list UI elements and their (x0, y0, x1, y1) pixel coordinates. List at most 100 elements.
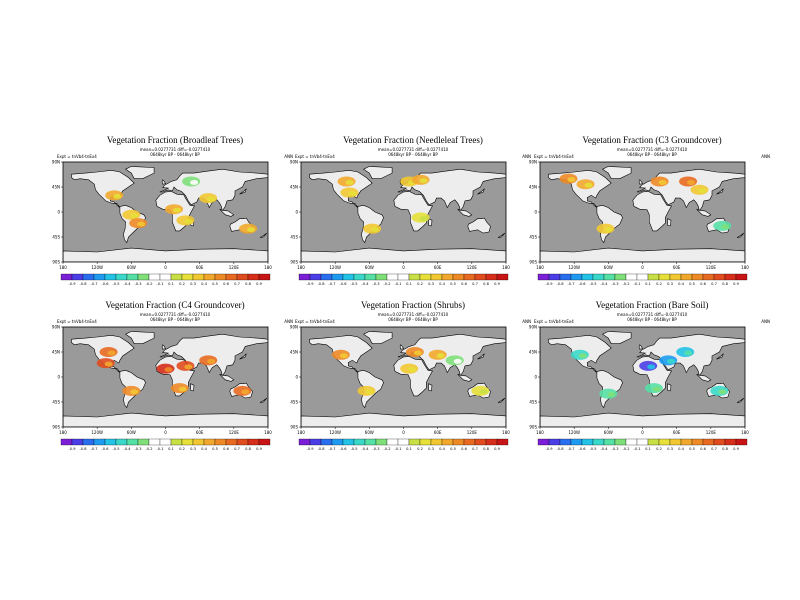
colorbar-swatch (724, 438, 737, 446)
anomaly-patch-core (241, 389, 250, 395)
anomaly-patch-core (578, 353, 587, 359)
colorbar-tick-label: -0.1 (156, 447, 163, 451)
colorbar-swatch (192, 273, 205, 281)
continent (696, 208, 712, 217)
colorbar-swatch (364, 273, 377, 281)
colorbar-swatch (342, 273, 355, 281)
colorbar-swatch (463, 273, 476, 281)
colorbar-tick-label: 0.2 (417, 447, 423, 451)
x-tick-label: 180 (536, 430, 544, 435)
x-tick-label: 180 (264, 430, 272, 435)
y-tick-label: 45N (529, 185, 537, 190)
continent (190, 383, 195, 392)
colorbar-swatch (658, 438, 671, 446)
continent (602, 331, 632, 345)
colorbar-swatch (592, 438, 605, 446)
x-tick-label: 120W (91, 265, 103, 270)
panel-period: 0648kyr BP - 0648kyr BP (388, 152, 438, 157)
colorbar-tick-label: 0.7 (472, 282, 478, 286)
colorbar-tick-label: -0.5 (589, 282, 596, 286)
y-tick-label: 90S (290, 425, 298, 430)
continent (125, 166, 155, 180)
colorbar-swatch (320, 273, 333, 281)
colorbar-tick-label: 0.3 (428, 447, 434, 451)
colorbar-tick-label: 0.8 (483, 282, 489, 286)
continent (309, 169, 373, 208)
colorbar-tick-label: 0.4 (201, 282, 207, 286)
colorbar-tick-label: 0.5 (450, 282, 456, 286)
anomaly-patch-core (130, 213, 139, 219)
anomaly-patch-core (371, 227, 380, 233)
colorbar-tick-label: -0.9 (68, 447, 76, 451)
y-tick-label: 0 (534, 375, 537, 380)
colorbar-swatch (647, 438, 660, 446)
colorbar-swatch (474, 438, 487, 446)
anomaly-patch-core (247, 227, 256, 233)
colorbar-tick-label: 0.5 (450, 447, 456, 451)
colorbar-tick-label: -0.8 (79, 447, 87, 451)
continent (457, 208, 473, 217)
colorbar-swatch (386, 273, 399, 281)
colorbar-swatch (104, 273, 117, 281)
colorbar-tick-label: 0.4 (678, 282, 684, 286)
y-tick-label: 45N (290, 185, 298, 190)
continent (161, 179, 166, 185)
anomaly-patch-core (667, 358, 676, 364)
colorbar-tick-label: 0.7 (711, 447, 717, 451)
colorbar-tick-label: -0.8 (317, 282, 325, 286)
x-tick-label: 120E (229, 430, 240, 435)
y-tick-label: 45S (290, 400, 298, 405)
colorbar-swatch (93, 273, 106, 281)
colorbar-swatch (93, 438, 106, 446)
panel-title: Vegetation Fraction (Shrubs) (361, 300, 465, 310)
colorbar-tick-label: -0.3 (372, 447, 379, 451)
colorbar-swatch (298, 273, 311, 281)
colorbar-tick-label: -0.5 (350, 447, 357, 451)
colorbar-swatch (419, 273, 432, 281)
colorbar-swatch (548, 438, 561, 446)
y-tick-label: 45N (290, 350, 298, 355)
colorbar-tick-label: -0.2 (145, 282, 152, 286)
colorbar-swatch (592, 273, 605, 281)
y-tick-label: 45N (52, 185, 60, 190)
colorbar-tick-label: 0.9 (733, 447, 739, 451)
colorbar-swatch (60, 273, 73, 281)
colorbar-tick-label: -0.4 (600, 282, 608, 286)
panel-stats: mean=0.0277731 diff=-0.0277410 (616, 147, 688, 152)
y-tick-label: 0 (295, 375, 298, 380)
colorbar-tick-label: -0.9 (545, 282, 553, 286)
x-tick-label: 120W (329, 430, 341, 435)
colorbar-swatch (713, 273, 726, 281)
continent (696, 373, 712, 382)
panel-period: 0648kyr BP - 0648kyr BP (388, 317, 438, 322)
continent (301, 412, 506, 427)
colorbar-swatch (258, 438, 271, 446)
continent (239, 353, 247, 360)
colorbar-swatch (236, 438, 249, 446)
colorbar-swatch (137, 273, 150, 281)
colorbar-tick-label: 0.5 (212, 282, 218, 286)
x-tick-label: 0 (641, 265, 644, 270)
colorbar-tick-label: 0.1 (168, 282, 174, 286)
anomaly-patch-core (207, 196, 216, 202)
anomaly-patch-core (479, 389, 488, 395)
continent (428, 383, 433, 392)
colorbar-tick-label: 0.2 (656, 282, 662, 286)
anomaly-patch-core (453, 358, 462, 364)
colorbar-swatch (570, 273, 583, 281)
colorbar-swatch (713, 438, 726, 446)
colorbar-swatch (680, 438, 693, 446)
colorbar-tick-label: -0.6 (101, 447, 109, 451)
colorbar-tick-label: -0.3 (611, 282, 618, 286)
colorbar-swatch (691, 438, 704, 446)
colorbar-swatch (603, 273, 616, 281)
x-tick-label: 120E (229, 265, 240, 270)
anomaly-patch-core (339, 353, 348, 359)
panel-expt: Expt = tnVb4-tnEx4 (534, 154, 574, 159)
x-tick-label: 180 (502, 430, 510, 435)
colorbar-swatch (342, 438, 355, 446)
panel-period: 0648kyr BP - 0648kyr BP (627, 317, 677, 322)
anomaly-patch-core (345, 179, 354, 185)
colorbar-tick-label: 0.8 (722, 447, 728, 451)
